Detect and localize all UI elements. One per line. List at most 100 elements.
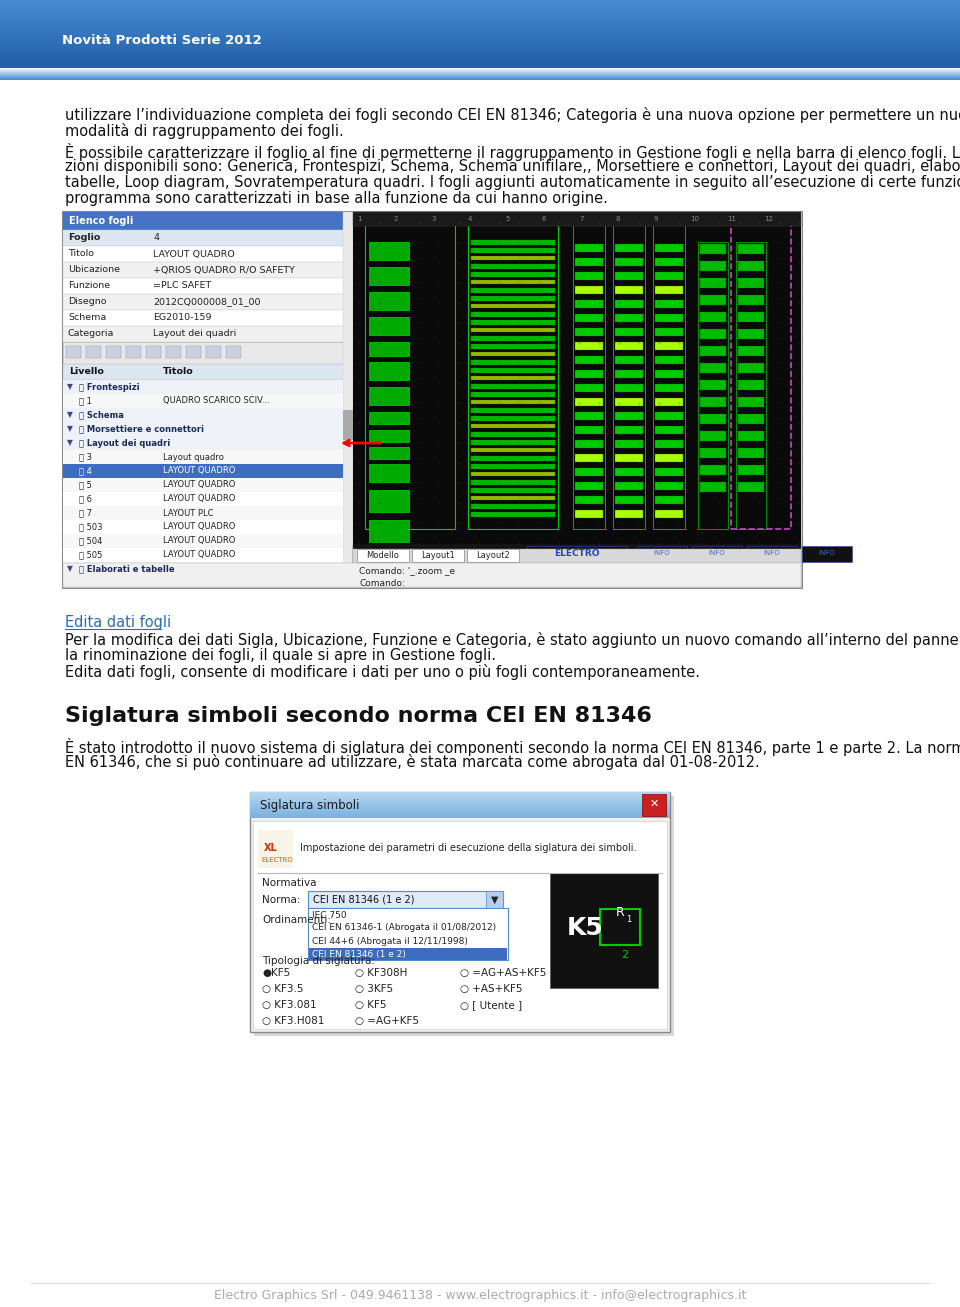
- Bar: [738, 363, 764, 372]
- Text: ○ KF3.5: ○ KF3.5: [262, 984, 303, 995]
- Bar: [63, 506, 343, 520]
- Bar: [655, 384, 683, 392]
- Text: Foglio: Foglio: [68, 234, 101, 243]
- Text: ○ [ Utente ]: ○ [ Utente ]: [460, 1000, 522, 1010]
- Bar: [655, 495, 683, 505]
- Bar: [615, 257, 643, 267]
- Bar: [369, 387, 409, 405]
- Bar: [700, 261, 726, 271]
- Bar: [63, 278, 353, 294]
- Text: zioni disponibili sono: Generica, Frontespizi, Schema, Schema unifilare,, Morset: zioni disponibili sono: Generica, Fronte…: [65, 159, 960, 174]
- Bar: [575, 426, 603, 434]
- Text: 11: 11: [727, 216, 736, 222]
- Bar: [63, 342, 353, 365]
- Bar: [575, 328, 603, 336]
- Bar: [575, 342, 603, 350]
- Bar: [738, 431, 764, 440]
- Text: EG2010-159: EG2010-159: [153, 314, 211, 323]
- Text: Modello: Modello: [367, 552, 399, 559]
- Text: 📁 Schema: 📁 Schema: [79, 410, 124, 420]
- Text: 2: 2: [394, 216, 398, 222]
- Text: 6: 6: [542, 216, 546, 222]
- Text: Layout2: Layout2: [476, 552, 510, 559]
- Bar: [655, 328, 683, 336]
- Bar: [738, 278, 764, 288]
- Bar: [615, 301, 643, 308]
- Text: 7: 7: [579, 216, 584, 222]
- Bar: [738, 380, 764, 389]
- Bar: [63, 491, 343, 506]
- Text: Ordinamenti:: Ordinamenti:: [262, 915, 331, 925]
- Bar: [471, 440, 555, 444]
- Bar: [700, 380, 726, 389]
- Bar: [86, 346, 101, 358]
- Bar: [309, 908, 507, 921]
- Bar: [309, 921, 507, 935]
- Text: =PLC SAFET: =PLC SAFET: [153, 281, 211, 290]
- Bar: [166, 346, 181, 358]
- Bar: [471, 392, 555, 397]
- Bar: [254, 796, 674, 1036]
- Text: LAYOUT QUADRO: LAYOUT QUADRO: [163, 523, 235, 532]
- Text: ▼: ▼: [67, 439, 73, 447]
- Text: INFO: INFO: [819, 550, 835, 555]
- Text: Titolo: Titolo: [68, 250, 94, 259]
- Bar: [613, 222, 645, 529]
- Text: ▼: ▼: [67, 425, 73, 434]
- Text: Layout dei quadri: Layout dei quadri: [153, 329, 236, 339]
- Bar: [63, 212, 353, 587]
- Bar: [471, 369, 555, 372]
- Text: 📁 Layout dei quadri: 📁 Layout dei quadri: [79, 439, 170, 447]
- Text: 10: 10: [690, 216, 699, 222]
- Text: 3: 3: [431, 216, 436, 222]
- Text: ELECTRO: ELECTRO: [554, 549, 600, 558]
- Bar: [700, 363, 726, 372]
- Bar: [471, 344, 555, 349]
- Bar: [63, 325, 353, 342]
- Bar: [575, 286, 603, 294]
- Bar: [471, 376, 555, 380]
- Bar: [655, 370, 683, 378]
- Text: ▼: ▼: [67, 410, 73, 420]
- Bar: [653, 222, 685, 529]
- Text: È stato introdotto il nuovo sistema di siglatura dei componenti secondo la norma: È stato introdotto il nuovo sistema di s…: [65, 738, 960, 755]
- Bar: [700, 329, 726, 339]
- Bar: [738, 244, 764, 254]
- Bar: [615, 399, 643, 406]
- Bar: [655, 286, 683, 294]
- Bar: [615, 328, 643, 336]
- Bar: [308, 891, 503, 908]
- Text: Comando: '_.zoom _e: Comando: '_.zoom _e: [359, 566, 455, 575]
- Text: 4: 4: [153, 234, 159, 243]
- Bar: [615, 244, 643, 252]
- Bar: [63, 261, 353, 278]
- Bar: [655, 412, 683, 420]
- Bar: [63, 380, 343, 393]
- Bar: [615, 412, 643, 420]
- Bar: [471, 408, 555, 413]
- Bar: [615, 495, 643, 505]
- Bar: [63, 408, 343, 422]
- Bar: [700, 465, 726, 474]
- Bar: [186, 346, 201, 358]
- Text: Categoria: Categoria: [68, 329, 114, 339]
- Bar: [700, 346, 726, 356]
- Text: Schema: Schema: [68, 314, 107, 323]
- Text: IEC 750: IEC 750: [312, 911, 347, 920]
- Bar: [471, 320, 555, 325]
- Bar: [63, 422, 343, 437]
- Text: Tipologia di siglatura:: Tipologia di siglatura:: [262, 955, 375, 966]
- Text: Layout quadro: Layout quadro: [163, 452, 224, 461]
- Bar: [126, 346, 141, 358]
- Bar: [106, 346, 121, 358]
- Bar: [471, 280, 555, 284]
- Bar: [369, 430, 409, 442]
- Text: Siglatura simboli secondo norma CEI EN 81346: Siglatura simboli secondo norma CEI EN 8…: [65, 706, 652, 725]
- Bar: [471, 456, 555, 461]
- Text: ✕: ✕: [649, 799, 659, 809]
- Bar: [738, 261, 764, 271]
- Bar: [527, 546, 627, 562]
- Bar: [471, 448, 555, 452]
- Text: Funzione: Funzione: [68, 281, 110, 290]
- Bar: [655, 454, 683, 461]
